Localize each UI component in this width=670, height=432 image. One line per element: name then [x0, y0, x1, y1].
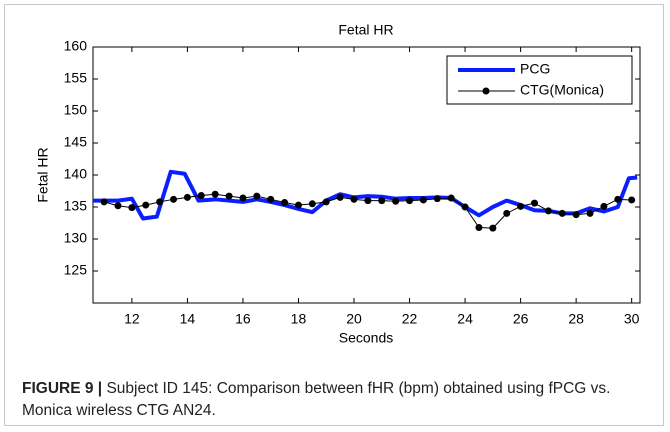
data-point: [183, 193, 191, 201]
x-tick-label: 16: [235, 311, 251, 327]
data-point: [447, 194, 455, 202]
data-point: [406, 197, 414, 205]
data-point: [114, 202, 122, 210]
data-point: [322, 198, 330, 206]
data-point: [475, 223, 483, 231]
y-tick-label: 145: [64, 134, 88, 150]
data-point: [572, 211, 580, 219]
x-tick-label: 26: [513, 311, 529, 327]
legend-box: [446, 55, 633, 105]
data-point: [461, 203, 469, 211]
chart-title: Fetal HR: [338, 22, 393, 38]
x-tick-label: 20: [346, 311, 362, 327]
data-point: [392, 197, 400, 205]
y-tick-label: 125: [64, 262, 88, 278]
data-point: [294, 201, 302, 209]
y-tick-label: 140: [64, 166, 88, 182]
chart: Fetal HR Seconds Fetal HR 12 14 16 18 20 22 24…: [35, 22, 641, 346]
data-point: [517, 202, 525, 210]
data-point: [239, 194, 247, 202]
x-tick-label: 22: [402, 311, 418, 327]
data-point: [600, 202, 608, 210]
data-point: [489, 224, 497, 232]
x-tick-label: 24: [457, 311, 473, 327]
caption-text: Subject ID 145: Comparison between fHR (…: [22, 380, 611, 419]
y-tick-label: 160: [64, 38, 88, 54]
data-point: [586, 209, 594, 217]
data-point: [156, 198, 164, 206]
data-point: [544, 207, 552, 215]
data-point: [433, 195, 441, 203]
data-point: [100, 198, 108, 206]
x-tick-label: 30: [624, 311, 640, 327]
y-tick-label: 130: [64, 230, 88, 246]
data-point: [128, 204, 136, 212]
y-tick-label: 135: [64, 198, 88, 214]
legend-label: PCG: [520, 61, 550, 77]
x-axis-label: Seconds: [339, 330, 393, 346]
data-point: [614, 195, 622, 203]
data-point: [628, 196, 636, 204]
data-point: [267, 195, 275, 203]
legend-marker: [482, 87, 490, 95]
data-point: [336, 193, 344, 201]
data-point: [350, 195, 358, 203]
data-point: [308, 200, 316, 208]
data-point: [378, 197, 386, 205]
data-point: [211, 190, 219, 198]
x-tick-label: 14: [180, 311, 196, 327]
y-tick-label: 150: [64, 102, 88, 118]
data-point: [503, 209, 511, 217]
figure-frame: [4, 4, 664, 426]
data-point: [197, 191, 205, 199]
data-point: [364, 197, 372, 205]
data-point: [558, 209, 566, 217]
legend-label: CTG(Monica): [520, 82, 604, 98]
y-axis-label: Fetal HR: [35, 147, 51, 202]
x-tick-label: 18: [291, 311, 307, 327]
x-tick-label: 28: [568, 311, 584, 327]
data-point: [142, 201, 150, 209]
y-tick-label: 155: [64, 70, 88, 86]
data-point: [281, 199, 289, 207]
data-point: [170, 195, 178, 203]
data-point: [253, 192, 261, 200]
data-point: [225, 192, 233, 200]
caption: FIGURE 9 | Subject ID 145: Comparison be…: [22, 378, 652, 422]
x-tick-label: 12: [124, 311, 140, 327]
caption-label: FIGURE 9 |: [22, 380, 103, 397]
data-point: [419, 196, 427, 204]
data-point: [530, 199, 538, 207]
